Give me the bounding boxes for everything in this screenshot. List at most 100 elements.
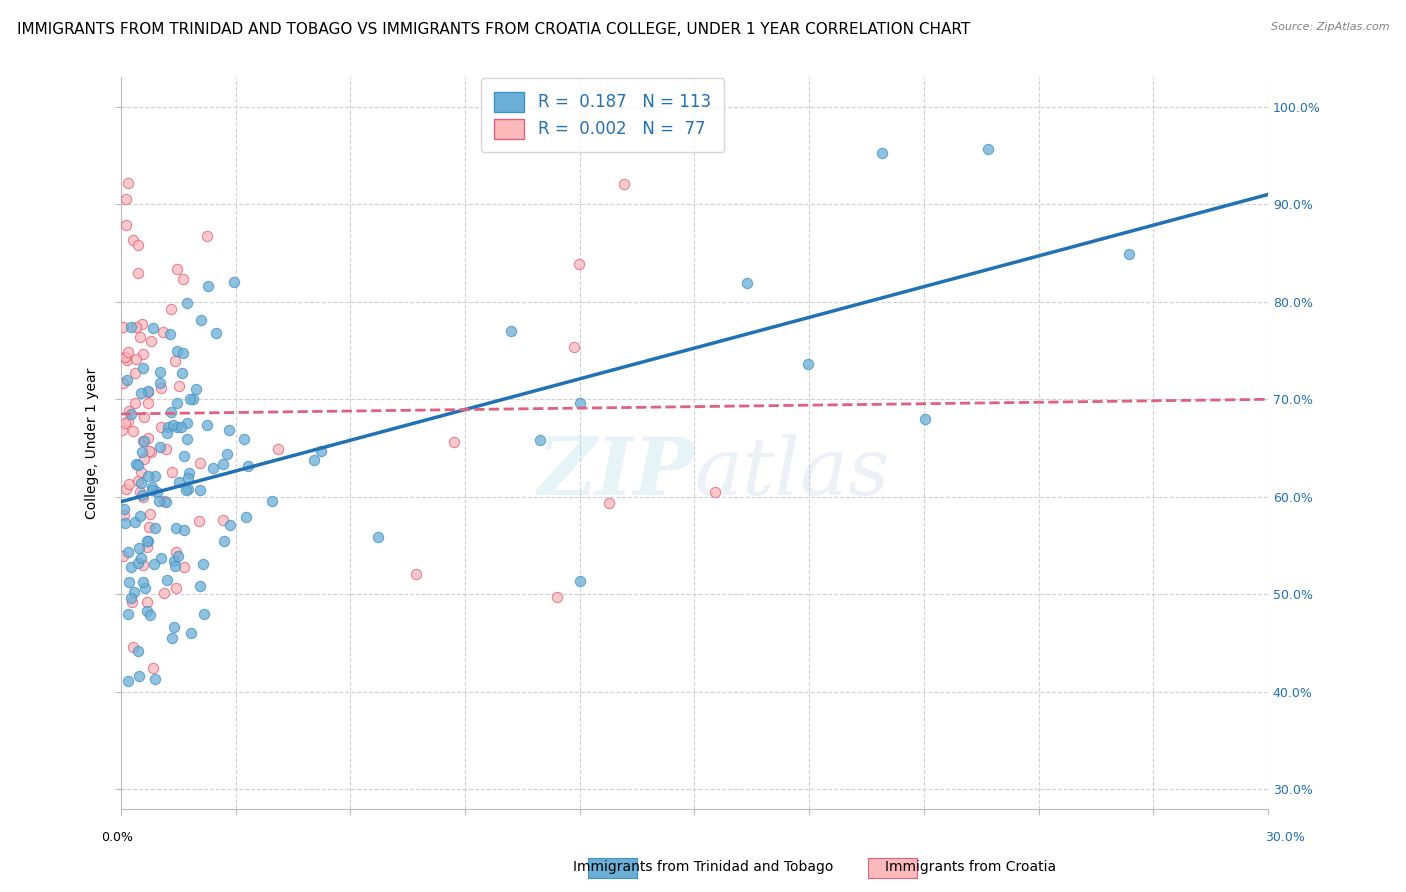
Point: [124, 351, 146, 366]
Point: [179, 466, 201, 480]
Point: [155, 442, 177, 457]
Point: [112, 319, 135, 334]
Point: [159, 405, 181, 419]
Point: [136, 385, 159, 400]
Point: [136, 468, 159, 483]
Point: [173, 449, 195, 463]
Point: [129, 465, 152, 479]
Point: [735, 277, 758, 291]
Point: [703, 485, 725, 500]
Point: [159, 327, 181, 342]
Point: [143, 672, 166, 686]
Point: [166, 343, 188, 358]
Point: [872, 146, 894, 161]
Point: [173, 560, 195, 574]
Point: [188, 579, 211, 593]
Point: [136, 396, 159, 410]
Point: [162, 554, 184, 568]
Point: [153, 494, 176, 508]
Point: [167, 475, 190, 490]
Point: [127, 474, 149, 488]
Point: [121, 233, 143, 247]
Point: [156, 425, 179, 440]
Point: [115, 483, 138, 497]
Point: [177, 471, 200, 485]
Point: [112, 501, 135, 516]
Point: [114, 516, 136, 530]
Point: [197, 279, 219, 293]
Point: [598, 495, 620, 509]
Point: [180, 626, 202, 640]
Point: [131, 385, 153, 400]
Point: [122, 424, 145, 438]
Point: [163, 620, 186, 634]
Point: [136, 384, 159, 398]
Point: [129, 476, 152, 491]
Point: [188, 514, 211, 528]
Point: [128, 329, 150, 343]
Point: [179, 392, 201, 407]
Point: [128, 509, 150, 524]
Point: [127, 644, 149, 658]
Point: [188, 456, 211, 470]
Point: [529, 433, 551, 447]
Point: [132, 434, 155, 448]
Point: [233, 432, 256, 446]
Point: [190, 312, 212, 326]
Point: [160, 465, 183, 479]
Point: [181, 392, 204, 406]
Point: [149, 381, 172, 395]
Point: [128, 484, 150, 499]
Point: [156, 574, 179, 588]
Point: [262, 493, 284, 508]
Point: [613, 178, 636, 192]
Point: [568, 257, 591, 271]
Point: [124, 515, 146, 529]
Point: [132, 409, 155, 424]
Point: [162, 417, 184, 432]
Point: [149, 551, 172, 566]
Point: [149, 376, 172, 390]
Point: [131, 445, 153, 459]
Point: [117, 674, 139, 689]
Point: [167, 549, 190, 563]
Point: [443, 435, 465, 450]
Point: [193, 607, 215, 622]
Point: [546, 590, 568, 604]
Point: [132, 558, 155, 573]
Legend: R =  0.187   N = 113, R =  0.002   N =  77: R = 0.187 N = 113, R = 0.002 N = 77: [481, 78, 724, 153]
Point: [172, 272, 194, 286]
Point: [165, 544, 187, 558]
Point: [569, 396, 592, 410]
Point: [155, 495, 177, 509]
Point: [121, 595, 143, 609]
Point: [174, 483, 197, 497]
Point: [148, 494, 170, 508]
Point: [166, 419, 188, 434]
Point: [152, 585, 174, 599]
Point: [172, 346, 194, 360]
Point: [127, 458, 149, 472]
Point: [132, 434, 155, 448]
Point: [212, 457, 235, 471]
Point: [115, 218, 138, 232]
Point: [125, 457, 148, 471]
Point: [132, 490, 155, 504]
Point: [195, 229, 218, 244]
Point: [914, 412, 936, 426]
Point: [146, 484, 169, 499]
Point: [149, 366, 172, 380]
Point: [165, 354, 187, 368]
Point: [131, 318, 153, 332]
Point: [111, 423, 134, 437]
Text: ZIP: ZIP: [537, 434, 695, 511]
Point: [117, 373, 139, 387]
Point: [125, 320, 148, 334]
Point: [499, 324, 522, 338]
Point: [115, 351, 138, 365]
Point: [115, 192, 138, 206]
Point: [142, 321, 165, 335]
Point: [165, 581, 187, 595]
Point: [136, 533, 159, 548]
Point: [224, 275, 246, 289]
